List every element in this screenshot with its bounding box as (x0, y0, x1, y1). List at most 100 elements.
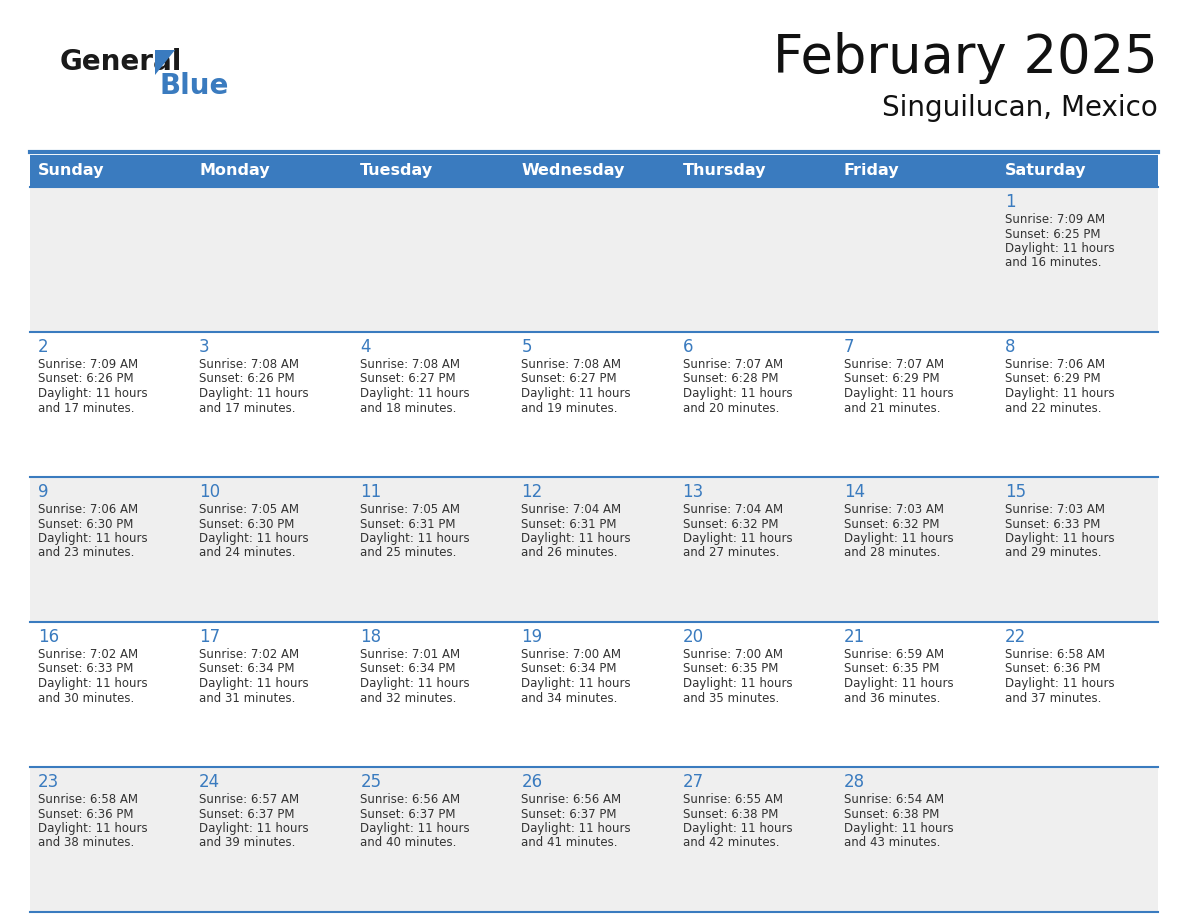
Text: Sunset: 6:29 PM: Sunset: 6:29 PM (843, 373, 940, 386)
Text: 18: 18 (360, 628, 381, 646)
Text: Sunrise: 6:56 AM: Sunrise: 6:56 AM (522, 793, 621, 806)
Text: 8: 8 (1005, 338, 1016, 356)
Text: Sunset: 6:31 PM: Sunset: 6:31 PM (360, 518, 456, 531)
Text: Sunset: 6:26 PM: Sunset: 6:26 PM (38, 373, 133, 386)
Text: and 25 minutes.: and 25 minutes. (360, 546, 456, 559)
Bar (30, 767, 1158, 912)
Text: Monday: Monday (200, 163, 270, 178)
Text: Sunrise: 7:09 AM: Sunrise: 7:09 AM (38, 358, 138, 371)
Text: Sunset: 6:32 PM: Sunset: 6:32 PM (843, 518, 940, 531)
Text: and 41 minutes.: and 41 minutes. (522, 836, 618, 849)
Text: Sunrise: 6:58 AM: Sunrise: 6:58 AM (1005, 648, 1105, 661)
Text: Friday: Friday (843, 163, 899, 178)
Text: 12: 12 (522, 483, 543, 501)
Text: Sunset: 6:25 PM: Sunset: 6:25 PM (1005, 228, 1100, 241)
Text: 16: 16 (38, 628, 59, 646)
Text: 6: 6 (683, 338, 693, 356)
Text: Sunset: 6:33 PM: Sunset: 6:33 PM (1005, 518, 1100, 531)
Text: Daylight: 11 hours: Daylight: 11 hours (683, 822, 792, 835)
Text: Thursday: Thursday (683, 163, 766, 178)
Text: Saturday: Saturday (1005, 163, 1086, 178)
Text: 21: 21 (843, 628, 865, 646)
Text: and 40 minutes.: and 40 minutes. (360, 836, 456, 849)
Text: and 29 minutes.: and 29 minutes. (1005, 546, 1101, 559)
Text: and 24 minutes.: and 24 minutes. (200, 546, 296, 559)
Text: and 21 minutes.: and 21 minutes. (843, 401, 940, 415)
Text: Sunset: 6:32 PM: Sunset: 6:32 PM (683, 518, 778, 531)
Text: and 17 minutes.: and 17 minutes. (200, 401, 296, 415)
Text: Sunrise: 6:57 AM: Sunrise: 6:57 AM (200, 793, 299, 806)
Text: Tuesday: Tuesday (360, 163, 434, 178)
Text: Sunrise: 6:55 AM: Sunrise: 6:55 AM (683, 793, 783, 806)
Text: 11: 11 (360, 483, 381, 501)
Text: Sunrise: 7:07 AM: Sunrise: 7:07 AM (683, 358, 783, 371)
Text: and 32 minutes.: and 32 minutes. (360, 691, 456, 704)
Text: Sunrise: 7:02 AM: Sunrise: 7:02 AM (38, 648, 138, 661)
Bar (30, 155, 1158, 187)
Text: and 34 minutes.: and 34 minutes. (522, 691, 618, 704)
Text: Sunset: 6:26 PM: Sunset: 6:26 PM (200, 373, 295, 386)
Text: 25: 25 (360, 773, 381, 791)
Bar (30, 622, 1158, 767)
Text: Sunset: 6:36 PM: Sunset: 6:36 PM (38, 808, 133, 821)
Text: Daylight: 11 hours: Daylight: 11 hours (522, 387, 631, 400)
Text: Sunrise: 7:03 AM: Sunrise: 7:03 AM (1005, 503, 1105, 516)
Text: Sunset: 6:34 PM: Sunset: 6:34 PM (200, 663, 295, 676)
Text: Daylight: 11 hours: Daylight: 11 hours (200, 532, 309, 545)
Text: Sunset: 6:36 PM: Sunset: 6:36 PM (1005, 663, 1100, 676)
Text: Sunrise: 7:04 AM: Sunrise: 7:04 AM (522, 503, 621, 516)
Text: Daylight: 11 hours: Daylight: 11 hours (843, 532, 953, 545)
Text: Daylight: 11 hours: Daylight: 11 hours (1005, 677, 1114, 690)
Text: Daylight: 11 hours: Daylight: 11 hours (200, 387, 309, 400)
Text: 26: 26 (522, 773, 543, 791)
Bar (30, 187, 1158, 332)
Text: Daylight: 11 hours: Daylight: 11 hours (1005, 532, 1114, 545)
Text: Sunrise: 7:06 AM: Sunrise: 7:06 AM (1005, 358, 1105, 371)
Text: Daylight: 11 hours: Daylight: 11 hours (38, 822, 147, 835)
Text: and 17 minutes.: and 17 minutes. (38, 401, 134, 415)
Text: 1: 1 (1005, 193, 1016, 211)
Text: Sunrise: 7:04 AM: Sunrise: 7:04 AM (683, 503, 783, 516)
Text: Sunset: 6:27 PM: Sunset: 6:27 PM (360, 373, 456, 386)
Text: Daylight: 11 hours: Daylight: 11 hours (1005, 242, 1114, 255)
Text: Sunrise: 7:03 AM: Sunrise: 7:03 AM (843, 503, 943, 516)
Text: 7: 7 (843, 338, 854, 356)
Text: and 31 minutes.: and 31 minutes. (200, 691, 296, 704)
Text: and 20 minutes.: and 20 minutes. (683, 401, 779, 415)
Text: Sunset: 6:33 PM: Sunset: 6:33 PM (38, 663, 133, 676)
Text: Sunrise: 6:54 AM: Sunrise: 6:54 AM (843, 793, 943, 806)
Text: and 18 minutes.: and 18 minutes. (360, 401, 456, 415)
Text: Sunrise: 6:59 AM: Sunrise: 6:59 AM (843, 648, 943, 661)
Text: 23: 23 (38, 773, 59, 791)
Text: Sunrise: 7:00 AM: Sunrise: 7:00 AM (522, 648, 621, 661)
Text: Sunset: 6:38 PM: Sunset: 6:38 PM (683, 808, 778, 821)
Text: Sunrise: 7:09 AM: Sunrise: 7:09 AM (1005, 213, 1105, 226)
Text: Sunrise: 7:05 AM: Sunrise: 7:05 AM (360, 503, 460, 516)
Text: Sunrise: 7:07 AM: Sunrise: 7:07 AM (843, 358, 943, 371)
Text: and 38 minutes.: and 38 minutes. (38, 836, 134, 849)
Text: Daylight: 11 hours: Daylight: 11 hours (360, 677, 470, 690)
Text: Sunset: 6:35 PM: Sunset: 6:35 PM (843, 663, 939, 676)
Text: Sunrise: 6:58 AM: Sunrise: 6:58 AM (38, 793, 138, 806)
Text: Sunset: 6:37 PM: Sunset: 6:37 PM (200, 808, 295, 821)
Text: 9: 9 (38, 483, 49, 501)
Text: Daylight: 11 hours: Daylight: 11 hours (843, 387, 953, 400)
Text: Sunday: Sunday (38, 163, 105, 178)
Bar (30, 332, 1158, 477)
Text: Daylight: 11 hours: Daylight: 11 hours (683, 387, 792, 400)
Text: 27: 27 (683, 773, 703, 791)
Text: Sunrise: 7:08 AM: Sunrise: 7:08 AM (200, 358, 299, 371)
Text: Singuilucan, Mexico: Singuilucan, Mexico (883, 94, 1158, 122)
Text: Daylight: 11 hours: Daylight: 11 hours (843, 822, 953, 835)
Text: Sunset: 6:31 PM: Sunset: 6:31 PM (522, 518, 617, 531)
Text: Sunrise: 7:01 AM: Sunrise: 7:01 AM (360, 648, 461, 661)
Text: Sunset: 6:27 PM: Sunset: 6:27 PM (522, 373, 617, 386)
Text: Daylight: 11 hours: Daylight: 11 hours (200, 677, 309, 690)
Text: Blue: Blue (160, 72, 229, 100)
Text: 22: 22 (1005, 628, 1026, 646)
Text: Daylight: 11 hours: Daylight: 11 hours (38, 677, 147, 690)
Text: Sunrise: 7:08 AM: Sunrise: 7:08 AM (522, 358, 621, 371)
Text: Sunrise: 6:56 AM: Sunrise: 6:56 AM (360, 793, 461, 806)
Text: Daylight: 11 hours: Daylight: 11 hours (360, 822, 470, 835)
Text: Sunrise: 7:08 AM: Sunrise: 7:08 AM (360, 358, 460, 371)
